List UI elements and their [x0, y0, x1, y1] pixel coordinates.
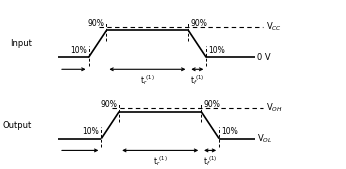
Text: 90%: 90% [203, 100, 220, 109]
Text: V$_{OL}$: V$_{OL}$ [257, 132, 273, 145]
Text: 10%: 10% [208, 46, 225, 55]
Text: 10%: 10% [70, 46, 86, 55]
Text: 90%: 90% [88, 19, 104, 28]
Text: 90%: 90% [190, 19, 207, 28]
Text: t$_r$$^{(1)}$: t$_r$$^{(1)}$ [140, 73, 155, 87]
Text: Input: Input [10, 39, 32, 49]
Text: 90%: 90% [100, 100, 117, 109]
Text: t$_f$$^{(1)}$: t$_f$$^{(1)}$ [203, 154, 217, 168]
Text: V$_{CC}$: V$_{CC}$ [266, 21, 282, 33]
Text: 0 V: 0 V [257, 53, 271, 62]
Text: t$_f$$^{(1)}$: t$_f$$^{(1)}$ [190, 73, 204, 87]
Text: 10%: 10% [221, 127, 238, 136]
Text: 10%: 10% [82, 127, 99, 136]
Text: t$_r$$^{(1)}$: t$_r$$^{(1)}$ [153, 154, 167, 168]
Text: Output: Output [3, 120, 32, 130]
Text: V$_{OH}$: V$_{OH}$ [266, 102, 283, 114]
